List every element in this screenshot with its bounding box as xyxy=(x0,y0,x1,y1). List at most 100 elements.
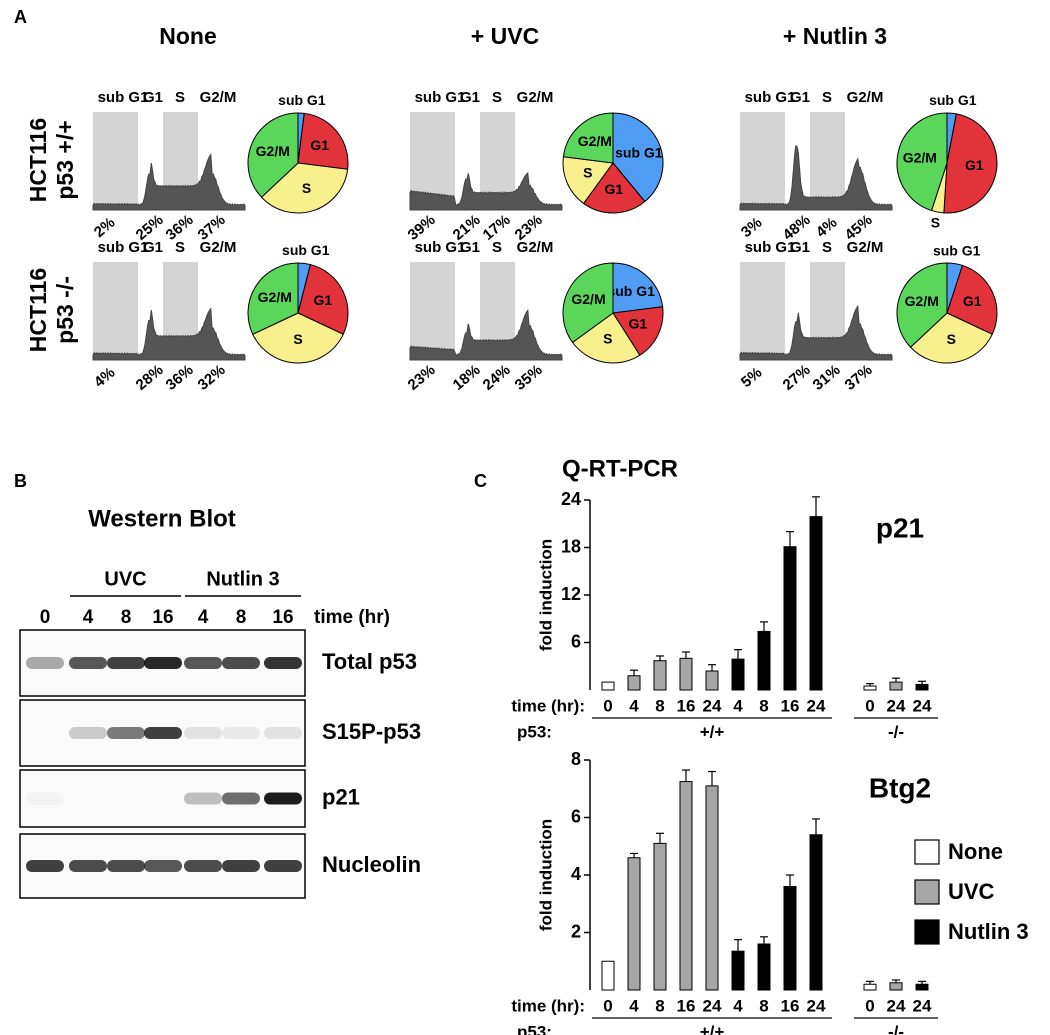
pie-wedge xyxy=(297,112,349,170)
histogram-trace xyxy=(92,307,246,361)
lane-axis-label: time (hr) xyxy=(314,607,390,628)
row-label: p53 -/- xyxy=(52,276,78,344)
pie-wedge xyxy=(896,112,948,212)
gate-label: G1 xyxy=(143,239,163,256)
pie-wedge xyxy=(612,262,664,314)
bar xyxy=(601,960,615,991)
x-tick-label: 24 xyxy=(807,696,826,715)
gate-label: sub G1 xyxy=(98,239,149,256)
bar xyxy=(809,516,823,691)
pie-wedge xyxy=(943,113,998,214)
pie-wedge xyxy=(562,112,614,164)
gate xyxy=(93,112,138,210)
row-label: p53 +/+ xyxy=(52,120,78,199)
band xyxy=(26,860,64,872)
percent-label: 31% xyxy=(810,361,844,393)
lane-label: 16 xyxy=(272,607,293,628)
bar xyxy=(627,857,641,991)
band xyxy=(26,727,64,739)
x-tick-label: 24 xyxy=(703,996,722,1015)
gate-label: G2/M xyxy=(847,239,884,256)
gate-label: G2/M xyxy=(200,239,237,256)
pie-label: G2/M xyxy=(903,149,937,165)
chart-title: Btg2 xyxy=(869,772,931,803)
legend-label: Nutlin 3 xyxy=(948,919,1029,944)
gate-label: G1 xyxy=(460,239,480,256)
x-tick-label: 4 xyxy=(629,996,639,1015)
x-tick-label: 8 xyxy=(655,696,664,715)
x-tick-label: 4 xyxy=(629,696,639,715)
bar xyxy=(601,681,615,691)
x-tick-label: 4 xyxy=(733,996,743,1015)
x-tick-label: 8 xyxy=(759,996,768,1015)
percent-label: 37% xyxy=(842,361,876,393)
bar xyxy=(731,950,745,991)
pie-wedge xyxy=(562,262,614,344)
chart-suptitle: Q-RT-PCR xyxy=(562,455,678,482)
bar xyxy=(889,982,903,991)
x-tick-label: 16 xyxy=(677,996,696,1015)
gate-label: sub G1 xyxy=(745,89,796,106)
histogram-trace xyxy=(92,153,246,211)
lane-label: 8 xyxy=(236,607,247,628)
pie-label: sub G1 xyxy=(929,92,977,108)
bar xyxy=(705,785,719,991)
percent-label: 35% xyxy=(512,361,546,393)
group-axis-label: p53: xyxy=(517,722,552,741)
bar xyxy=(757,630,771,691)
pie-label: G1 xyxy=(310,137,329,153)
pie-label: G2/M xyxy=(578,133,612,149)
pie-wedge xyxy=(612,112,664,203)
gate-label: G1 xyxy=(790,89,810,106)
x-tick-label: 24 xyxy=(887,996,906,1015)
gate-label: G1 xyxy=(460,89,480,106)
group-label: +/+ xyxy=(700,722,725,741)
x-tick-label: 16 xyxy=(677,696,696,715)
gate xyxy=(740,262,785,360)
band xyxy=(144,657,182,669)
pie-wedge xyxy=(946,264,998,335)
gate-label: sub G1 xyxy=(98,89,149,106)
band xyxy=(107,793,145,805)
band xyxy=(26,657,64,669)
gate xyxy=(93,262,138,360)
band xyxy=(222,727,260,739)
pie-label: G1 xyxy=(605,181,624,197)
pie-wedge xyxy=(896,262,948,348)
percent-label: 23% xyxy=(405,361,439,393)
x-tick-label: 0 xyxy=(603,696,612,715)
bar xyxy=(863,983,877,991)
blot-title: Western Blot xyxy=(88,505,236,532)
pie-label: S xyxy=(931,215,940,231)
band xyxy=(264,657,302,669)
panel-label: C xyxy=(474,471,487,491)
lane-label: 4 xyxy=(198,607,209,628)
pie-label: sub G1 xyxy=(607,283,655,299)
percent-label: 5% xyxy=(738,364,766,391)
band xyxy=(184,792,222,805)
pie-wedge xyxy=(562,156,614,205)
band xyxy=(264,792,302,805)
y-tick-label: 6 xyxy=(571,631,581,651)
legend-label: UVC xyxy=(948,879,995,904)
y-tick-label: 2 xyxy=(571,921,581,941)
histogram-trace xyxy=(409,171,563,211)
pie-wedge xyxy=(571,312,641,364)
pie-label: S xyxy=(583,165,592,181)
group-label: -/- xyxy=(888,722,904,741)
band xyxy=(144,860,182,872)
pie-label: S xyxy=(947,331,956,347)
pie-label: sub G1 xyxy=(278,92,326,108)
blot-row-label: Nucleolin xyxy=(322,852,421,877)
band xyxy=(107,657,145,669)
lane-label: 8 xyxy=(121,607,132,628)
bar xyxy=(731,658,745,691)
bar xyxy=(653,660,667,691)
bar xyxy=(757,943,771,991)
y-tick-label: 4 xyxy=(571,864,581,884)
pie-label: G2/M xyxy=(905,293,939,309)
pie-wedge xyxy=(252,312,344,364)
gate-label: G1 xyxy=(790,239,810,256)
histogram-trace xyxy=(739,304,893,361)
x-tick-label: 0 xyxy=(865,696,874,715)
